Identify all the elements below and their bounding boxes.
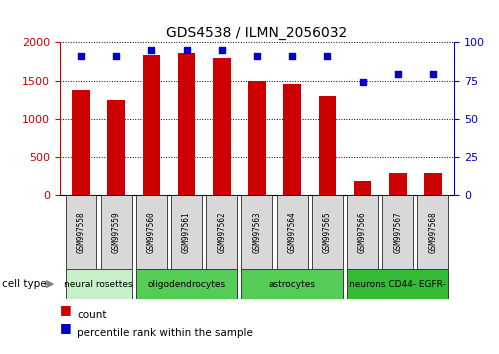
Text: GSM997560: GSM997560	[147, 211, 156, 253]
Text: oligodendrocytes: oligodendrocytes	[148, 280, 226, 289]
Point	[359, 79, 367, 85]
Point	[253, 53, 261, 59]
Bar	[101, 195, 132, 269]
Bar	[136, 195, 167, 269]
Point	[77, 53, 85, 59]
Bar	[248, 81, 266, 195]
Bar	[424, 173, 442, 195]
Bar	[312, 195, 343, 269]
Point	[112, 53, 120, 59]
Bar	[65, 195, 96, 269]
Text: GSM997568: GSM997568	[429, 211, 438, 253]
Text: GSM997562: GSM997562	[217, 211, 226, 253]
Bar	[65, 269, 132, 299]
Text: GSM997563: GSM997563	[252, 211, 261, 253]
Bar	[178, 53, 196, 195]
Bar	[136, 269, 238, 299]
Point	[218, 47, 226, 53]
Point	[323, 53, 331, 59]
Point	[288, 53, 296, 59]
Text: ■: ■	[60, 303, 72, 316]
Text: astrocytes: astrocytes	[268, 280, 316, 289]
Bar	[242, 195, 272, 269]
Bar	[276, 195, 308, 269]
Text: GSM997561: GSM997561	[182, 211, 191, 253]
Text: GSM997565: GSM997565	[323, 211, 332, 253]
Bar	[354, 181, 371, 195]
Bar	[107, 100, 125, 195]
Bar	[382, 195, 413, 269]
Bar	[283, 84, 301, 195]
Title: GDS4538 / ILMN_2056032: GDS4538 / ILMN_2056032	[166, 26, 348, 40]
Point	[183, 47, 191, 53]
Text: GSM997564: GSM997564	[288, 211, 297, 253]
Bar	[242, 269, 343, 299]
Bar	[389, 173, 407, 195]
Bar	[318, 96, 336, 195]
Bar	[206, 195, 238, 269]
Bar	[347, 195, 378, 269]
Bar	[171, 195, 202, 269]
Bar	[347, 269, 449, 299]
Text: GSM997566: GSM997566	[358, 211, 367, 253]
Bar	[72, 90, 90, 195]
Point	[394, 72, 402, 77]
Bar	[213, 58, 231, 195]
Point	[147, 47, 155, 53]
Bar	[143, 55, 160, 195]
Text: ■: ■	[60, 321, 72, 334]
Text: neurons CD44- EGFR-: neurons CD44- EGFR-	[349, 280, 446, 289]
Text: GSM997558: GSM997558	[76, 211, 85, 253]
Text: neural rosettes: neural rosettes	[64, 280, 133, 289]
Text: cell type: cell type	[2, 279, 47, 289]
Text: percentile rank within the sample: percentile rank within the sample	[77, 328, 253, 338]
Text: GSM997567: GSM997567	[393, 211, 402, 253]
Bar	[418, 195, 449, 269]
Text: GSM997559: GSM997559	[112, 211, 121, 253]
Text: count: count	[77, 310, 107, 320]
Point	[429, 72, 437, 77]
